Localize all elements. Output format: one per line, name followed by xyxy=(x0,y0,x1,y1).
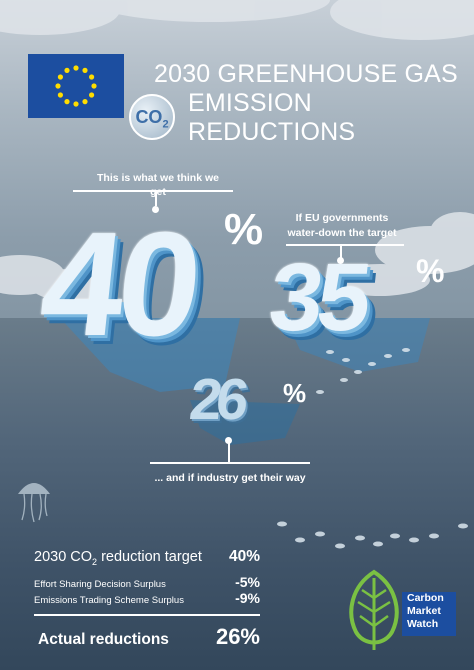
annotation-35-line-1: If EU governments xyxy=(295,212,389,224)
annotation-26-pointer xyxy=(228,443,230,462)
logo-line-2: Market xyxy=(407,605,441,617)
clouds-decoration xyxy=(0,0,474,301)
page-title: 2030 GREENHOUSE GAS EMISSION REDUCTIONS xyxy=(150,60,460,147)
summary-row-ets-label: Emissions Trading Scheme Surplus xyxy=(34,595,184,606)
summary-row-esd-value: -5% xyxy=(235,574,260,590)
summary-row-esd: Effort Sharing Decision Surplus -5% xyxy=(34,574,260,590)
jellyfish-icon xyxy=(18,483,50,523)
annotation-26-dot xyxy=(225,437,232,444)
annotation-35: If EU governments water-down the target xyxy=(286,211,398,241)
co2-badge-main: CO xyxy=(135,107,163,127)
annotation-40-line xyxy=(73,190,233,192)
eu-flag-icon xyxy=(28,54,124,118)
summary-table: 2030 CO2 reduction target 40% Effort Sha… xyxy=(34,548,260,606)
target-label-post: reduction target xyxy=(97,549,202,565)
summary-row-target: 2030 CO2 reduction target 40% xyxy=(34,548,260,574)
annotation-40-pointer xyxy=(155,191,157,206)
title-line-2: EMISSION REDUCTIONS xyxy=(188,89,356,146)
logo-line-3: Watch xyxy=(407,618,439,630)
summary-row-target-label: 2030 CO2 reduction target xyxy=(34,549,202,567)
annotation-35-line-2: water-down the target xyxy=(287,227,397,239)
summary-row-ets: Emissions Trading Scheme Surplus -9% xyxy=(34,590,260,606)
summary-row-esd-label: Effort Sharing Decision Surplus xyxy=(34,579,166,590)
logo-text-box: Carbon Market Watch xyxy=(402,592,456,636)
annotation-40-dot xyxy=(152,206,159,213)
logo-line-1: Carbon xyxy=(407,592,444,604)
annotation-26-line xyxy=(150,462,310,464)
annotation-35-pointer xyxy=(340,245,342,259)
annotation-26: ... and if industry get their way xyxy=(154,472,306,484)
iceberg-35-percent: % xyxy=(416,253,445,289)
title-line-1: 2030 GREENHOUSE GAS xyxy=(154,60,458,88)
iceberg-26-percent: % xyxy=(283,378,307,408)
summary-divider xyxy=(34,614,260,616)
leaf-icon xyxy=(349,569,399,650)
summary-row-total: Actual reductions 26% xyxy=(38,624,260,650)
summary-total-label: Actual reductions xyxy=(38,631,169,648)
annotation-40: This is what we think we get xyxy=(97,172,219,198)
annotation-35-line xyxy=(286,244,404,246)
summary-total-value: 26% xyxy=(215,624,260,649)
carbon-market-watch-logo xyxy=(344,568,456,650)
summary-row-ets-value: -9% xyxy=(235,590,260,606)
co2-badge-sub: 2 xyxy=(162,118,169,131)
annotation-35-dot xyxy=(337,257,344,264)
summary-row-target-value: 40% xyxy=(228,548,260,565)
co2-badge: CO2 xyxy=(129,94,175,140)
target-label-pre: 2030 CO xyxy=(34,549,93,565)
target-label-sub: 2 xyxy=(92,556,98,567)
iceberg-40-percent: % xyxy=(224,205,264,254)
